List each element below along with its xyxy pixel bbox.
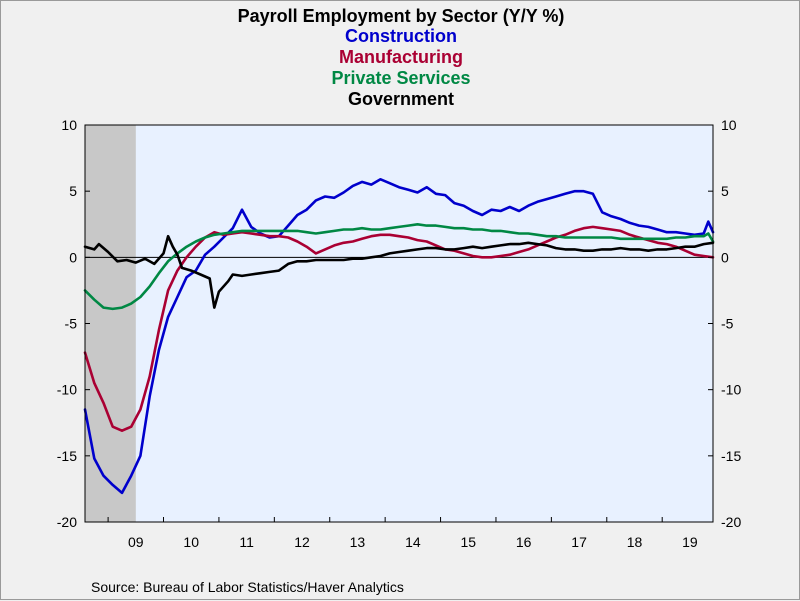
x-tick-label: 12 (294, 534, 310, 550)
plot-background (85, 125, 713, 522)
y-tick-label-right: -5 (721, 316, 734, 332)
axes-layer: 10 10 5 5 0 0 -5 -5 -10 -10 -15 -15 -20 -20 09 10 11 12 13… (57, 117, 742, 550)
x-tick-label: 18 (627, 534, 643, 550)
y-tick-label-right: 10 (721, 117, 737, 133)
y-tick-label-left: 10 (61, 117, 77, 133)
source-note: Source: Bureau of Labor Statistics/Haver… (91, 579, 404, 595)
y-tick-label-left: -5 (65, 316, 78, 332)
legend-entry-manufacturing: Manufacturing (339, 47, 463, 67)
x-tick-label: 19 (682, 534, 698, 550)
y-tick-label-left: -20 (57, 514, 77, 530)
y-tick-label-right: -10 (721, 382, 741, 398)
y-tick-label-left: 5 (69, 183, 77, 199)
x-tick-label: 14 (405, 534, 421, 550)
y-tick-label-right: -20 (721, 514, 741, 530)
y-tick-label-left: -15 (57, 448, 77, 464)
x-tick-label: 11 (239, 534, 254, 550)
series-line-private-services (83, 223, 715, 311)
x-tick-label: 15 (460, 534, 476, 550)
x-tick-label: 13 (350, 534, 366, 550)
x-tick-label: 17 (571, 534, 587, 550)
x-tick-label: 09 (128, 534, 144, 550)
y-tick-label-right: -15 (721, 448, 741, 464)
x-tick-label: 10 (183, 534, 199, 550)
series-line-construction (83, 178, 715, 495)
y-tick-label-right: 0 (721, 249, 729, 265)
series-line-manufacturing (83, 225, 715, 433)
y-tick-label-left: -10 (57, 382, 77, 398)
series-line-government (83, 234, 715, 309)
chart-title: Payroll Employment by Sector (Y/Y %) (238, 6, 565, 26)
series-layer (83, 178, 715, 495)
recession-band (85, 125, 136, 522)
y-tick-label-right: 5 (721, 183, 729, 199)
legend-entry-private-services: Private Services (331, 68, 470, 88)
x-tick-label: 16 (516, 534, 532, 550)
legend-entry-government: Government (348, 89, 454, 109)
y-tick-label-left: 0 (69, 249, 77, 265)
legend-entry-construction: Construction (345, 26, 457, 46)
